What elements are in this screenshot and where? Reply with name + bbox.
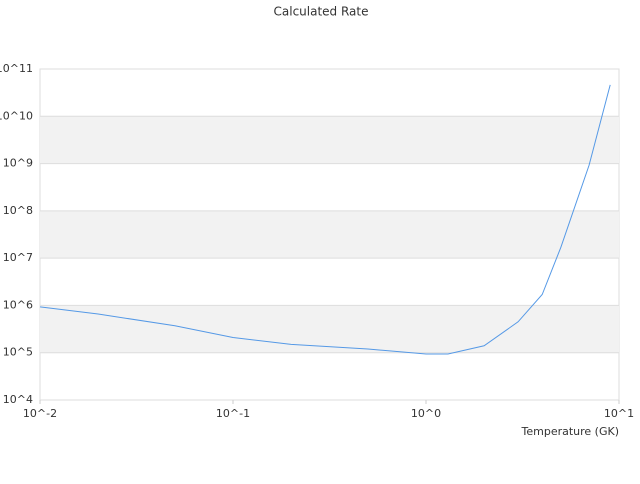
y-tick-label: 10^10 [0, 109, 33, 122]
x-tick-label: 10^-1 [216, 407, 250, 420]
x-axis-label: Temperature (GK) [521, 425, 620, 438]
grid-band [40, 305, 619, 353]
y-tick-label: 10^5 [3, 346, 33, 359]
y-tick-label: 10^7 [3, 251, 33, 264]
data-line [39, 84, 611, 355]
chart-title: Calculated Rate [274, 5, 369, 19]
x-tick-label: 10^0 [411, 407, 441, 420]
y-tick-label: 10^6 [3, 298, 33, 311]
y-tick-label: 10^4 [3, 393, 33, 406]
x-tick-label: 10^1 [604, 407, 634, 420]
y-tick-label: 10^9 [3, 157, 33, 170]
grid-band [40, 210, 619, 259]
y-tick-label: 10^11 [0, 62, 33, 75]
y-tick-label: 10^8 [3, 204, 33, 217]
grid-band [40, 116, 619, 164]
x-tick-label: 10^-2 [23, 407, 57, 420]
